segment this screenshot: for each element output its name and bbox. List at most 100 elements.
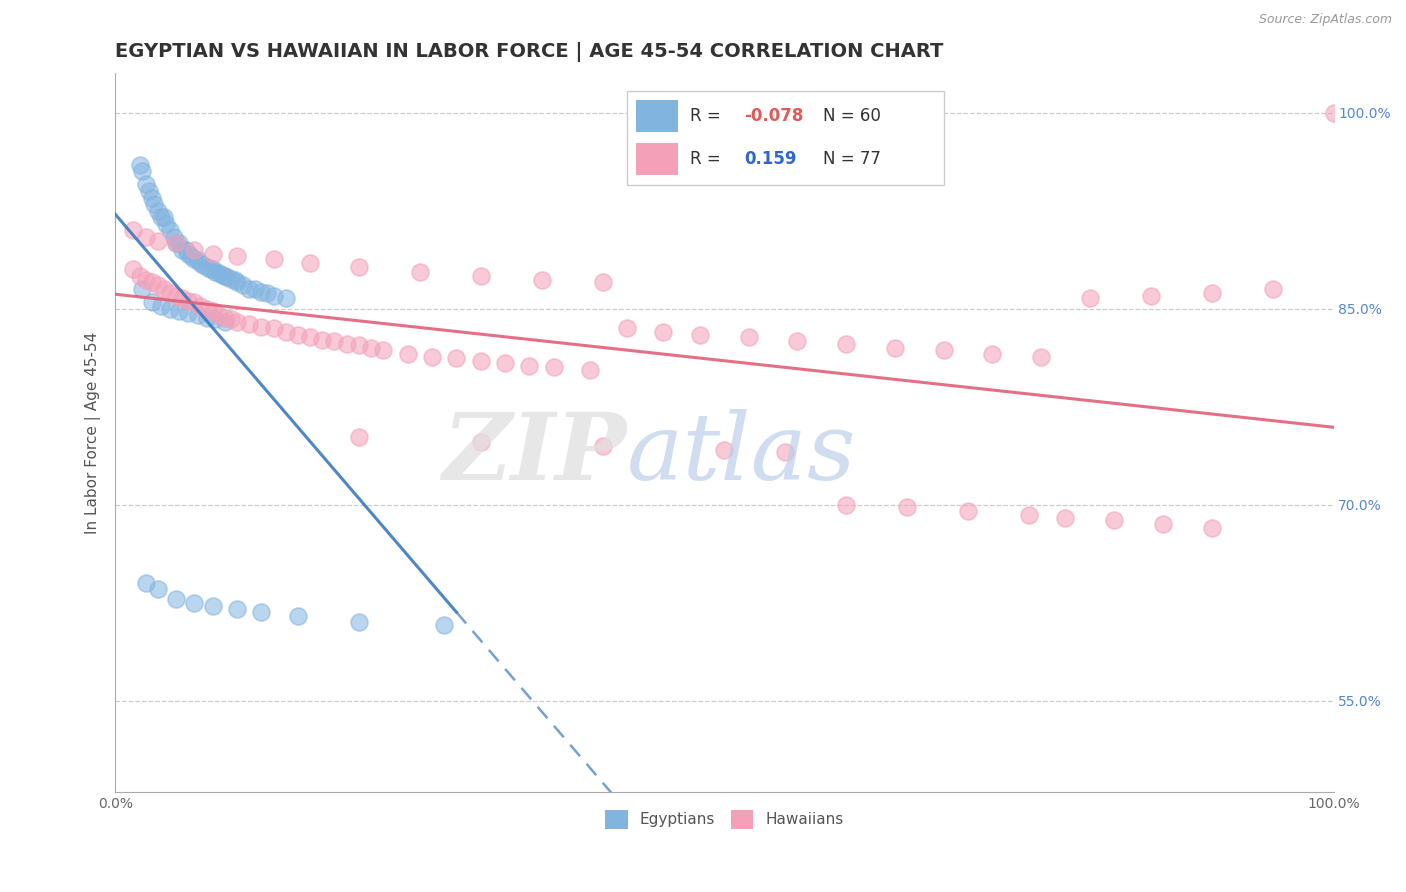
Point	[263, 252, 285, 266]
Point	[470, 268, 492, 283]
Point	[155, 217, 177, 231]
Point	[135, 576, 157, 591]
Point	[138, 184, 160, 198]
Point	[159, 285, 181, 300]
Point	[323, 334, 346, 349]
Point	[232, 278, 254, 293]
Point	[299, 256, 322, 270]
Text: atlas: atlas	[627, 409, 856, 500]
Point	[177, 305, 200, 319]
Point	[1261, 282, 1284, 296]
Point	[226, 315, 249, 329]
Point	[187, 308, 209, 322]
Point	[1152, 517, 1174, 532]
Point	[217, 270, 239, 285]
Point	[713, 442, 735, 457]
Point	[274, 291, 297, 305]
Point	[172, 243, 194, 257]
Point	[146, 203, 169, 218]
Point	[347, 615, 370, 629]
Point	[1322, 105, 1344, 120]
Point	[146, 278, 169, 293]
Point	[146, 234, 169, 248]
Point	[159, 301, 181, 316]
Point	[153, 282, 176, 296]
Point	[1201, 285, 1223, 300]
Point	[200, 262, 222, 277]
Point	[172, 291, 194, 305]
Legend: Egyptians, Hawaiians: Egyptians, Hawaiians	[599, 804, 851, 835]
Point	[835, 498, 858, 512]
Point	[274, 325, 297, 339]
Point	[135, 178, 157, 192]
Point	[141, 276, 163, 290]
Point	[738, 330, 761, 344]
Point	[201, 599, 224, 614]
Point	[219, 271, 242, 285]
Point	[287, 608, 309, 623]
Point	[131, 282, 153, 296]
Point	[177, 293, 200, 308]
Point	[579, 363, 602, 377]
Point	[204, 312, 226, 326]
Point	[208, 308, 231, 322]
Point	[183, 295, 205, 310]
Text: ZIP: ZIP	[443, 409, 627, 500]
Point	[250, 605, 273, 619]
Point	[786, 334, 808, 349]
Point	[208, 266, 231, 280]
Point	[183, 243, 205, 257]
Point	[122, 223, 145, 237]
Point	[616, 321, 638, 335]
Point	[250, 319, 273, 334]
Point	[201, 262, 224, 277]
Point	[195, 301, 218, 316]
Point	[226, 249, 249, 263]
Point	[1029, 350, 1052, 364]
Point	[883, 341, 905, 355]
Point	[250, 285, 273, 299]
Point	[204, 265, 226, 279]
Point	[150, 299, 173, 313]
Point	[201, 246, 224, 260]
Point	[347, 338, 370, 352]
Point	[165, 236, 187, 251]
Point	[932, 343, 955, 358]
Point	[409, 265, 432, 279]
Point	[226, 276, 249, 290]
Point	[159, 223, 181, 237]
Point	[470, 354, 492, 368]
Point	[373, 343, 395, 358]
Point	[214, 268, 236, 283]
Point	[592, 439, 614, 453]
Point	[981, 347, 1004, 361]
Point	[135, 273, 157, 287]
Point	[153, 210, 176, 224]
Point	[1102, 513, 1125, 527]
Point	[167, 236, 190, 251]
Point	[896, 500, 918, 515]
Point	[201, 304, 224, 318]
Point	[195, 260, 218, 274]
Point	[1139, 288, 1161, 302]
Point	[360, 341, 382, 355]
Point	[131, 164, 153, 178]
Point	[835, 336, 858, 351]
Point	[396, 347, 419, 361]
Point	[150, 210, 173, 224]
Point	[530, 273, 553, 287]
Point	[470, 434, 492, 449]
Point	[187, 253, 209, 268]
Point	[214, 315, 236, 329]
Point	[195, 310, 218, 325]
Text: Source: ZipAtlas.com: Source: ZipAtlas.com	[1258, 13, 1392, 27]
Point	[163, 229, 186, 244]
Point	[143, 197, 166, 211]
Point	[494, 356, 516, 370]
Point	[165, 236, 187, 251]
Point	[519, 359, 541, 373]
Point	[122, 262, 145, 277]
Point	[956, 504, 979, 518]
Point	[211, 268, 233, 282]
Point	[446, 351, 468, 366]
